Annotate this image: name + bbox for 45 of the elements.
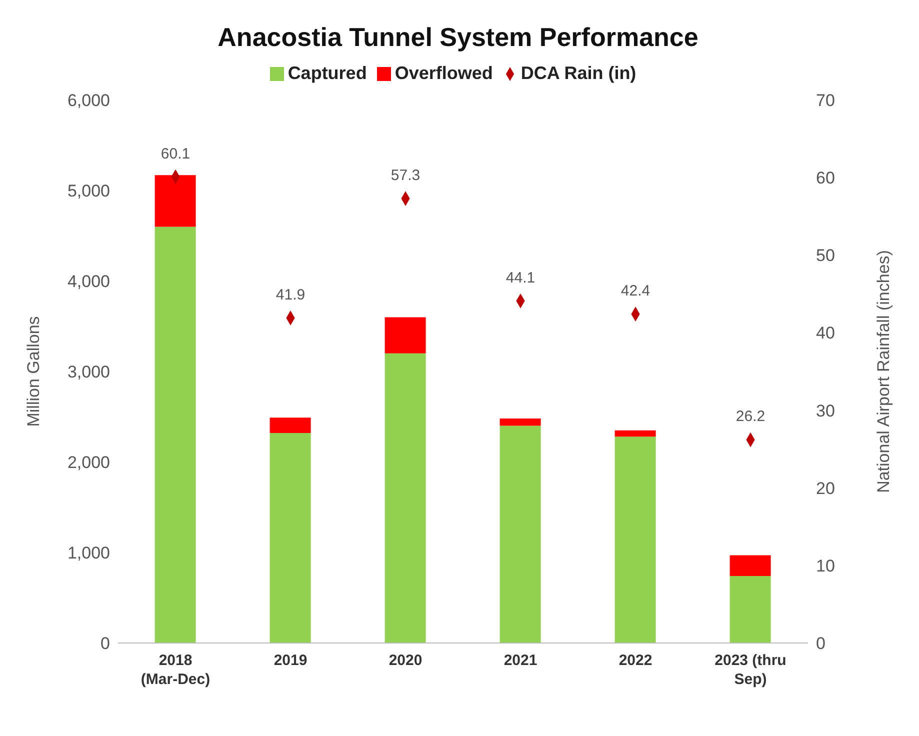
y-tick-label: 0 [100, 634, 110, 654]
data-label: 60.1 [160, 145, 190, 162]
y2-tick-label: 0 [816, 634, 826, 654]
y2-tick-label: 30 [816, 401, 835, 420]
y2-tick-label: 20 [816, 478, 835, 498]
y2-tick-label: 70 [816, 91, 835, 110]
y2-tick-label: 10 [816, 556, 835, 576]
x-tick-label: 2021 [504, 652, 538, 669]
bar [614, 430, 656, 437]
y2-tick-label: 40 [816, 324, 835, 343]
x-tick-label: 2022 [618, 652, 652, 669]
legend-label: DCA Rain (in) [520, 63, 636, 83]
bar [154, 226, 196, 643]
y-tick-label: 2,000 [67, 453, 110, 472]
data-label: 44.1 [506, 269, 536, 286]
x-tick-label: 2020 [388, 652, 422, 669]
x-tick-label: 2019 [274, 652, 308, 669]
y2-tick-label: 60 [816, 168, 835, 188]
bar [500, 426, 541, 643]
y-tick-label: 3,000 [67, 362, 110, 382]
y2-tick-label: 50 [816, 246, 835, 266]
bar [500, 418, 541, 426]
chart-title: Anacostia Tunnel System Performance [216, 21, 700, 53]
bar [270, 433, 311, 643]
y-tick-label: 1,000 [67, 544, 110, 563]
y-axis-title: Million Gallons [24, 316, 44, 427]
y-tick-label: 4,000 [67, 272, 110, 292]
bar [384, 353, 426, 643]
bar [730, 555, 771, 576]
bar [384, 317, 426, 354]
y-tick-label: 6,000 [67, 91, 110, 110]
bar [154, 175, 196, 227]
data-label: 41.9 [276, 286, 306, 304]
bar [614, 436, 656, 643]
y2-axis-title: National Airport Rainfall (inches) [874, 250, 894, 493]
x-tick-label: 2023 (thru Sep) [714, 652, 786, 688]
x-tick-label: 2018 (Mar-Dec) [140, 652, 210, 688]
bar [270, 418, 311, 434]
data-label: 57.3 [390, 167, 420, 184]
data-label: 26.2 [736, 408, 766, 426]
data-label: 42.4 [620, 282, 650, 300]
bar [730, 576, 771, 643]
legend-label: Overflowed [394, 63, 493, 83]
y-tick-label: 5,000 [67, 182, 110, 201]
legend-label: Captured [288, 63, 367, 83]
